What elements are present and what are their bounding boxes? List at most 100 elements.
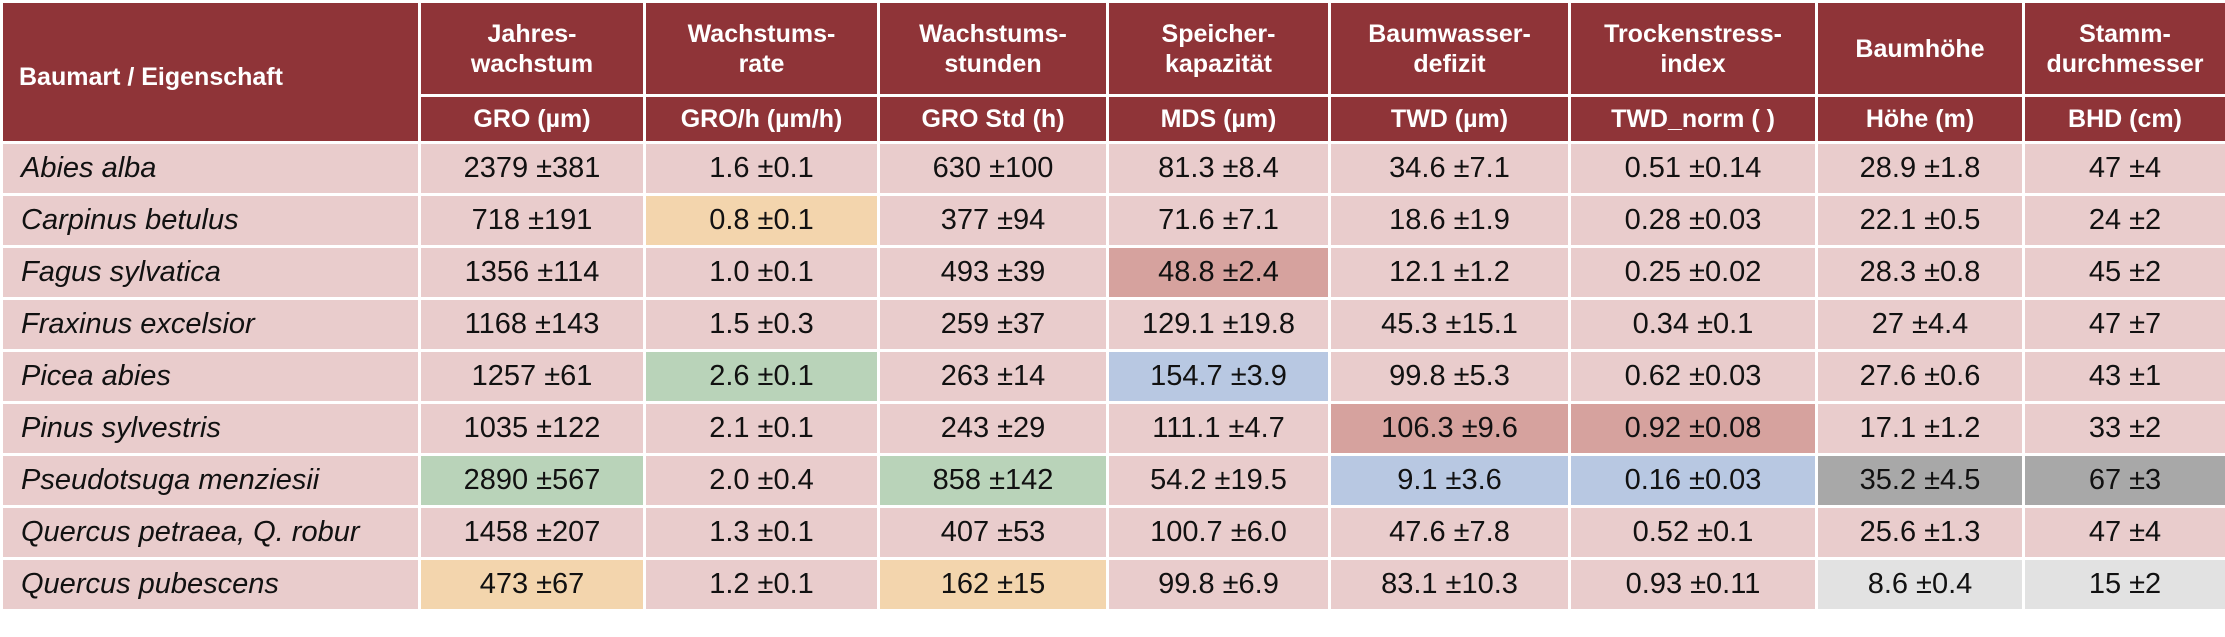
species-name: Quercus pubescens <box>0 557 421 612</box>
column-title-line: wachstum <box>470 49 594 78</box>
table-cell: 47 ±4 <box>2022 141 2225 196</box>
species-name: Quercus petraea, Q. robur <box>0 505 421 560</box>
table-cell: 377 ±94 <box>877 193 1109 248</box>
table-cell: 1458 ±207 <box>418 505 646 560</box>
tree-species-table: Baumart / Eigenschaft Jahres-wachstum Wac… <box>0 0 2225 612</box>
table-cell: 67 ±3 <box>2022 453 2225 508</box>
table-cell: 1356 ±114 <box>418 245 646 300</box>
table-cell: 18.6 ±1.9 <box>1328 193 1571 248</box>
table-cell: 54.2 ±19.5 <box>1106 453 1331 508</box>
table-cell: 630 ±100 <box>877 141 1109 196</box>
column-title-line: durchmesser <box>2046 49 2204 78</box>
table-cell: 48.8 ±2.4 <box>1106 245 1331 300</box>
column-title-line: Wachstums- <box>919 19 1067 48</box>
column-header: Wachstums-rate <box>643 0 880 97</box>
table-cell: 2.1 ±0.1 <box>643 401 880 456</box>
table-cell: 47 ±7 <box>2022 297 2225 352</box>
column-unit: TWD_norm ( ) <box>1568 94 1818 144</box>
species-name: Pinus sylvestris <box>0 401 421 456</box>
table-row: Pinus sylvestris 1035 ±122 2.1 ±0.1 243 ±29… <box>0 401 2225 456</box>
table-cell: 24 ±2 <box>2022 193 2225 248</box>
table-cell: 47 ±4 <box>2022 505 2225 560</box>
table-cell: 473 ±67 <box>418 557 646 612</box>
table-cell: 1.3 ±0.1 <box>643 505 880 560</box>
table-cell: 45.3 ±15.1 <box>1328 297 1571 352</box>
table-cell: 0.52 ±0.1 <box>1568 505 1818 560</box>
column-unit: TWD (µm) <box>1328 94 1571 144</box>
table-cell: 35.2 ±4.5 <box>1815 453 2025 508</box>
table-cell: 47.6 ±7.8 <box>1328 505 1571 560</box>
table-cell: 34.6 ±7.1 <box>1328 141 1571 196</box>
table-cell: 1168 ±143 <box>418 297 646 352</box>
column-title-line: Trockenstress- <box>1604 19 1782 48</box>
table-cell: 1035 ±122 <box>418 401 646 456</box>
column-title-line: Speicher- <box>1161 19 1276 48</box>
table-cell: 22.1 ±0.5 <box>1815 193 2025 248</box>
table-cell: 2890 ±567 <box>418 453 646 508</box>
table-cell: 1.6 ±0.1 <box>643 141 880 196</box>
column-header: Baumhöhe <box>1815 0 2025 97</box>
table-cell: 27 ±4.4 <box>1815 297 2025 352</box>
table-cell: 263 ±14 <box>877 349 1109 404</box>
table-cell: 99.8 ±5.3 <box>1328 349 1571 404</box>
table-cell: 17.1 ±1.2 <box>1815 401 2025 456</box>
table-cell: 25.6 ±1.3 <box>1815 505 2025 560</box>
table-row: Fraxinus excelsior 1168 ±143 1.5 ±0.3 259 ±… <box>0 297 2225 352</box>
table-cell: 83.1 ±10.3 <box>1328 557 1571 612</box>
table-row: Carpinus betulus 718 ±191 0.8 ±0.1 377 ±94 7… <box>0 193 2225 248</box>
table-cell: 45 ±2 <box>2022 245 2225 300</box>
table-cell: 15 ±2 <box>2022 557 2225 612</box>
table-cell: 27.6 ±0.6 <box>1815 349 2025 404</box>
column-unit: GRO (µm) <box>418 94 646 144</box>
table-cell: 0.25 ±0.02 <box>1568 245 1818 300</box>
column-header: Speicher-kapazität <box>1106 0 1331 97</box>
table-cell: 12.1 ±1.2 <box>1328 245 1571 300</box>
column-header: Baumwasser-defizit <box>1328 0 1571 97</box>
column-title-line: defizit <box>1413 49 1486 78</box>
column-title-line: Stamm- <box>2079 19 2171 48</box>
column-unit: MDS (µm) <box>1106 94 1331 144</box>
table-cell: 0.93 ±0.11 <box>1568 557 1818 612</box>
table-cell: 858 ±142 <box>877 453 1109 508</box>
table-row: Fagus sylvatica 1356 ±114 1.0 ±0.1 493 ±39 4… <box>0 245 2225 300</box>
table-cell: 2.0 ±0.4 <box>643 453 880 508</box>
column-header: Jahres-wachstum <box>418 0 646 97</box>
table-cell: 111.1 ±4.7 <box>1106 401 1331 456</box>
table-cell: 9.1 ±3.6 <box>1328 453 1571 508</box>
table-cell: 718 ±191 <box>418 193 646 248</box>
table-cell: 162 ±15 <box>877 557 1109 612</box>
table-cell: 106.3 ±9.6 <box>1328 401 1571 456</box>
species-name: Fraxinus excelsior <box>0 297 421 352</box>
table-cell: 407 ±53 <box>877 505 1109 560</box>
column-title-line: Wachstums- <box>687 19 836 48</box>
column-title-line: Baumhöhe <box>1855 34 1985 63</box>
column-title-line: stunden <box>944 49 1042 78</box>
table-cell: 100.7 ±6.0 <box>1106 505 1331 560</box>
table-row: Pseudotsuga menziesii 2890 ±567 2.0 ±0.4 85… <box>0 453 2225 508</box>
table-cell: 0.34 ±0.1 <box>1568 297 1818 352</box>
table-cell: 28.3 ±0.8 <box>1815 245 2025 300</box>
table-cell: 1257 ±61 <box>418 349 646 404</box>
table-cell: 493 ±39 <box>877 245 1109 300</box>
table-cell: 0.8 ±0.1 <box>643 193 880 248</box>
column-title-line: rate <box>738 49 785 78</box>
column-unit: GRO Std (h) <box>877 94 1109 144</box>
table-cell: 33 ±2 <box>2022 401 2225 456</box>
table-cell: 1.0 ±0.1 <box>643 245 880 300</box>
species-name: Carpinus betulus <box>0 193 421 248</box>
table-cell: 0.51 ±0.14 <box>1568 141 1818 196</box>
table-cell: 243 ±29 <box>877 401 1109 456</box>
table-cell: 8.6 ±0.4 <box>1815 557 2025 612</box>
species-name: Pseudotsuga menziesii <box>0 453 421 508</box>
table-cell: 99.8 ±6.9 <box>1106 557 1331 612</box>
table-cell: 1.2 ±0.1 <box>643 557 880 612</box>
column-unit: GRO/h (µm/h) <box>643 94 880 144</box>
species-name: Picea abies <box>0 349 421 404</box>
table-cell: 0.92 ±0.08 <box>1568 401 1818 456</box>
table-cell: 1.5 ±0.3 <box>643 297 880 352</box>
table-cell: 71.6 ±7.1 <box>1106 193 1331 248</box>
table-cell: 0.62 ±0.03 <box>1568 349 1818 404</box>
table-cell: 259 ±37 <box>877 297 1109 352</box>
species-name: Abies alba <box>0 141 421 196</box>
table-cell: 154.7 ±3.9 <box>1106 349 1331 404</box>
